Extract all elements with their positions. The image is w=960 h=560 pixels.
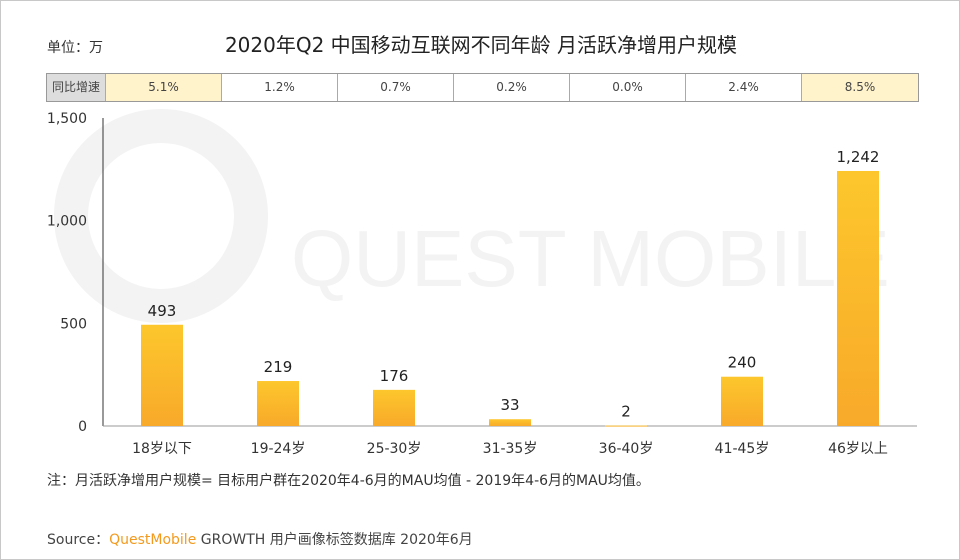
y-tick-label: 500 [60, 316, 87, 332]
chart-title: 2020年Q2 中国移动互联网不同年龄 月活跃净增用户规模 [224, 33, 738, 57]
yoy-cell: 2.4% [686, 74, 802, 101]
source-prefix: Source： [47, 532, 110, 548]
yoy-cell: 1.2% [222, 74, 338, 101]
x-tick-label: 18岁以下 [132, 441, 192, 457]
yoy-table: 同比增速 5.1% 1.2% 0.7% 0.2% 0.0% 2.4% 8.5% [46, 73, 919, 102]
x-tick-label: 19-24岁 [251, 441, 306, 457]
yoy-cell: 0.7% [338, 74, 454, 101]
source-brand: QuestMobile [109, 532, 197, 548]
bar [721, 376, 763, 426]
unit-label: 单位：万 [47, 40, 103, 56]
source-rest: GROWTH 用户画像标签数据库 2020年6月 [196, 532, 473, 548]
bar [605, 425, 647, 427]
source-line: Source：QuestMobile GROWTH 用户画像标签数据库 2020… [47, 529, 473, 549]
yoy-cell: 0.0% [570, 74, 686, 101]
x-tick-label: 46岁以上 [828, 441, 888, 457]
bar [373, 389, 415, 426]
x-tick-label: 25-30岁 [367, 441, 422, 457]
data-label: 2 [621, 403, 631, 421]
y-tick-label: 0 [78, 419, 87, 435]
bar [489, 419, 531, 426]
yoy-cell: 5.1% [106, 74, 222, 101]
data-label: 33 [500, 396, 519, 414]
bar [257, 381, 299, 426]
watermark-text: QUEST MOBILE [291, 214, 890, 303]
bar [141, 324, 183, 426]
yoy-cell: 0.2% [454, 74, 570, 101]
x-tick-label: 31-35岁 [483, 441, 538, 457]
data-label: 176 [380, 367, 409, 385]
y-tick-label: 1,500 [47, 111, 87, 127]
y-tick-label: 1,000 [47, 214, 87, 230]
bar [837, 170, 879, 426]
yoy-cell: 8.5% [802, 74, 918, 101]
data-label: 493 [148, 302, 177, 320]
footnote: 注：月活跃净增用户规模= 目标用户群在2020年4-6月的MAU均值 - 201… [47, 473, 650, 489]
data-label: 240 [728, 354, 757, 372]
x-tick-label: 41-45岁 [715, 441, 770, 457]
data-label: 1,242 [837, 148, 880, 166]
x-tick-label: 36-40岁 [599, 441, 654, 457]
data-label: 219 [264, 358, 293, 376]
yoy-header: 同比增速 [47, 74, 106, 101]
